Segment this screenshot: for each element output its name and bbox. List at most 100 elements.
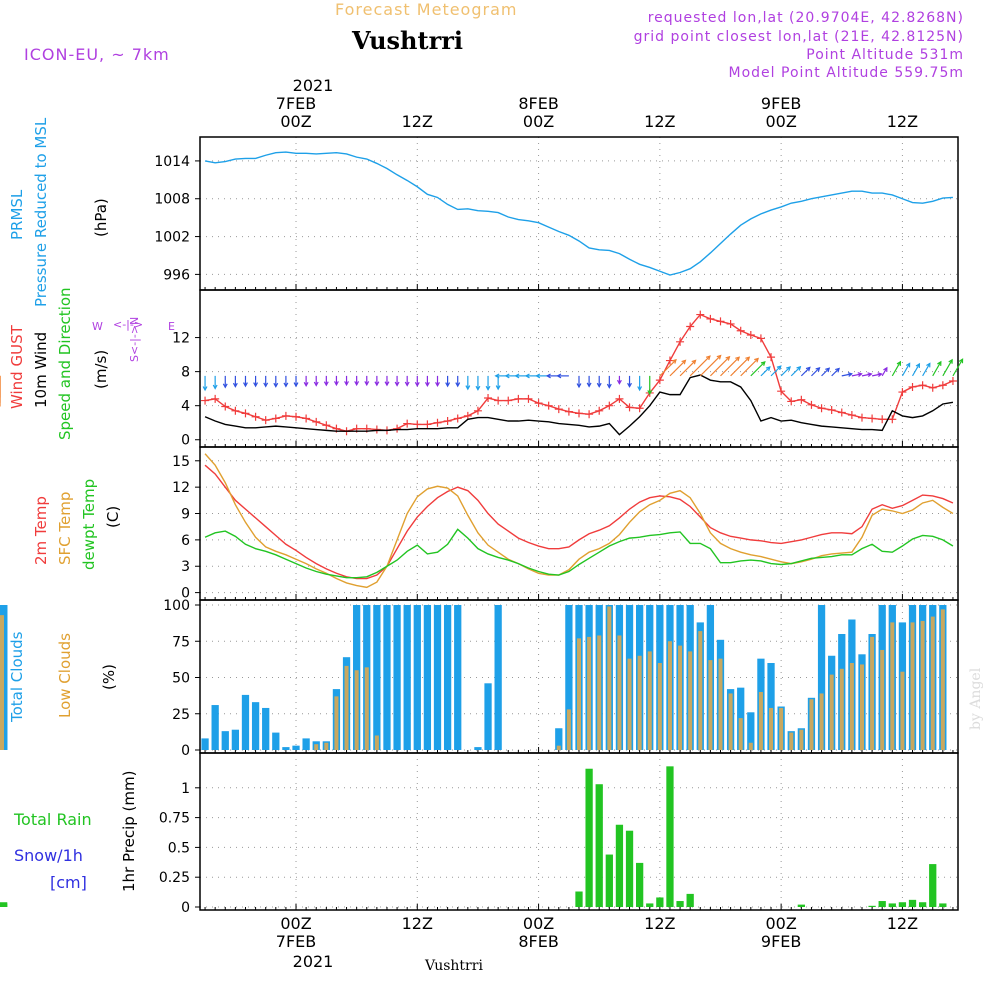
gust-marker <box>938 381 947 390</box>
wind-arrow <box>730 356 750 377</box>
wind-arrow <box>770 365 782 377</box>
bar-rain <box>929 864 937 907</box>
axis-date: 7FEB <box>275 94 317 113</box>
requested-coords: requested lon,lat (20.9704E, 42.8268N) <box>647 10 964 26</box>
bar-total_clouds <box>393 605 401 750</box>
wind-arrow-head <box>671 358 677 364</box>
bar-low_clouds <box>799 729 804 750</box>
panel-precip: 0 0.25 0.5 0.75 1 <box>0 752 959 916</box>
wind-arrow <box>760 366 771 377</box>
series-wind10 <box>204 374 954 436</box>
bar-low_clouds <box>819 693 824 750</box>
bar-rain <box>585 768 593 907</box>
gust-marker <box>868 414 877 423</box>
wind-arrow <box>891 361 901 377</box>
gust-marker <box>756 334 765 343</box>
wind-arrow-head <box>394 381 400 387</box>
bar-low_clouds <box>334 696 339 750</box>
top-year-label: 2021 <box>292 76 334 95</box>
wind-arrow-head <box>725 355 731 361</box>
wind-arrow-head <box>222 383 228 389</box>
bar-total_clouds <box>231 729 240 750</box>
gust-marker <box>221 402 230 411</box>
gust-marker <box>231 406 240 415</box>
y-tick-label: 0.25 <box>159 870 190 886</box>
gust-marker <box>635 404 644 413</box>
wind-arrow <box>679 359 696 377</box>
gust-marker <box>534 399 543 408</box>
gust-marker <box>403 419 412 428</box>
bar-total_clouds <box>383 605 391 750</box>
wind-arrow <box>841 373 852 377</box>
gust-marker <box>443 417 452 426</box>
gust-marker <box>928 383 937 392</box>
wind-arrow-head <box>465 385 471 391</box>
bar-total_clouds <box>443 605 452 750</box>
wind-arrow-head <box>735 356 741 362</box>
bar-low_clouds <box>789 732 794 750</box>
bar-total_clouds <box>373 605 381 750</box>
bar-total_clouds <box>251 702 260 750</box>
time-axis-label: 7FEB 00Z <box>256 94 336 131</box>
gust-marker <box>706 314 715 323</box>
wind-arrow <box>720 356 740 377</box>
wind-arrow-head <box>765 366 771 371</box>
gust-marker <box>423 420 432 429</box>
bar-rain <box>0 903 8 907</box>
gust-marker <box>595 406 604 415</box>
wind-arrow-head <box>937 360 942 366</box>
bar-low_clouds <box>657 663 662 750</box>
bar-low_clouds <box>849 663 854 750</box>
y-tick-label: 0.75 <box>159 811 190 827</box>
bar-rain <box>908 899 917 907</box>
wind-arrow-head <box>681 359 687 365</box>
y-tick-label: 0 <box>181 433 190 449</box>
bar-rain <box>918 902 927 907</box>
wind-arrow-head <box>374 381 380 387</box>
y-tick-label: 0 <box>181 586 190 602</box>
bar-low_clouds <box>829 674 834 750</box>
wind-arrow <box>659 359 677 377</box>
bar-low_clouds <box>647 651 652 750</box>
wind-arrow-head <box>896 360 902 366</box>
axis-time: 12Z <box>401 914 433 933</box>
y-tick-label: 15 <box>172 454 190 470</box>
wind-arrow-head <box>754 357 759 363</box>
bar-rain <box>878 901 886 907</box>
bar-rain <box>656 897 664 907</box>
time-axis-label: 00Z 9FEB <box>741 914 821 951</box>
wind-arrow-head <box>364 381 370 387</box>
y-tick-label: 6 <box>181 533 190 549</box>
bar-low_clouds <box>597 635 602 750</box>
gust-marker <box>888 415 897 424</box>
bar-low_clouds <box>728 693 733 750</box>
bar-low_clouds <box>324 742 329 750</box>
time-axis-label: 12Z <box>862 914 942 950</box>
gust-marker <box>857 413 866 422</box>
precip-rain-label: Total Rain <box>14 810 92 829</box>
bar-low_clouds <box>667 641 672 750</box>
bar-low_clouds <box>556 745 561 750</box>
wind-arrow-head <box>445 382 451 388</box>
bar-low_clouds <box>576 638 582 750</box>
series-t2m <box>204 464 954 580</box>
bar-total_clouds <box>302 738 310 750</box>
gust-marker <box>554 405 563 414</box>
wind-arrow-head <box>384 381 390 387</box>
gust-marker <box>746 331 755 340</box>
wind-arrow <box>811 367 820 377</box>
wind-arrow <box>932 361 942 377</box>
bar-total_clouds <box>403 605 411 750</box>
wind-arrow-head <box>745 356 751 362</box>
bar-total_clouds <box>555 728 563 750</box>
gust-marker <box>473 406 482 415</box>
gust-marker <box>312 417 321 426</box>
wind-arrow-head <box>905 362 911 368</box>
y-tick-label: 12 <box>172 331 190 347</box>
gust-marker <box>241 409 250 418</box>
wind-arrow-head <box>435 381 440 388</box>
y-tick-label: 1002 <box>154 230 190 246</box>
bar-rain <box>575 891 583 907</box>
y-tick-label: 1 <box>181 781 190 797</box>
wind-arrow-head <box>647 390 653 396</box>
